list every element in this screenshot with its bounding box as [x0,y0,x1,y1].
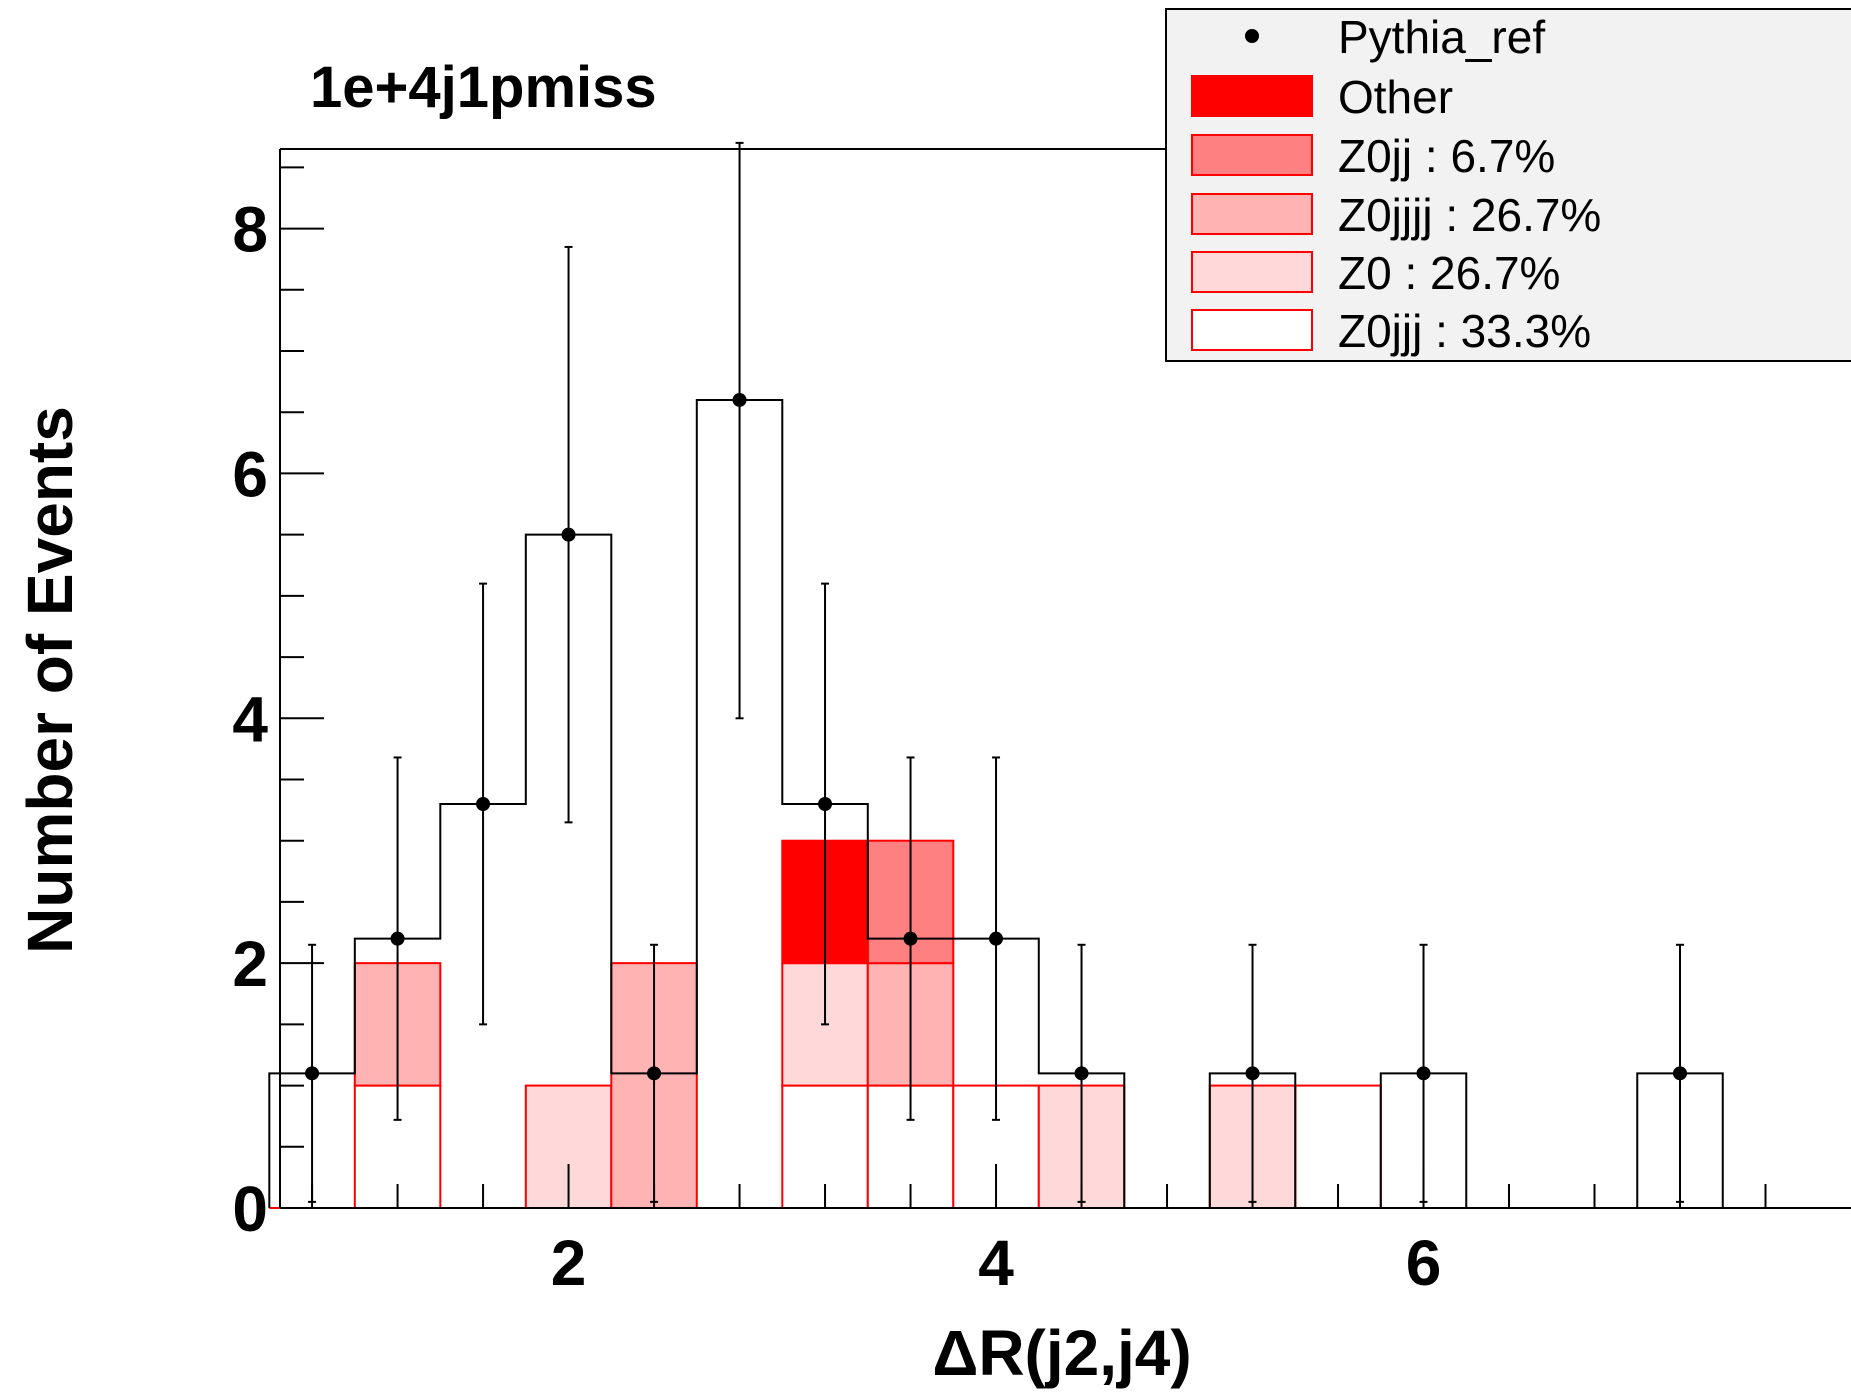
data-point-13 [1416,1066,1431,1081]
x-axis-title: ΔR(j2,j4) [932,1317,1191,1389]
legend-label-4: Z0 : 26.7% [1338,247,1560,299]
y-tick-label-2: 2 [232,928,268,1000]
data-point-0 [305,1066,320,1081]
legend-label-0: Pythia_ref [1338,11,1545,63]
legend-label-3: Z0jjjj : 26.7% [1338,189,1601,241]
legend: Pythia_ref Other Z0jj : 6.7% Z0jjjj : 26.7%… [1165,8,1851,362]
data-point-2 [476,796,491,811]
legend-swatch-4 [1191,251,1313,293]
data-point-5 [732,392,747,407]
data-point-7 [903,931,918,946]
data-point-3 [561,527,576,542]
data-point-1 [390,931,405,946]
legend-box [1165,8,1851,362]
legend-marker-0 [1245,29,1259,43]
y-tick-label-4: 4 [232,683,268,755]
y-axis-title: Number of Events [14,406,86,954]
legend-swatch-3 [1191,193,1313,235]
data-point-8 [989,931,1004,946]
data-point-16 [1673,1066,1688,1081]
data-point-6 [818,796,833,811]
y-tick-label-0: 0 [232,1173,268,1245]
x-tick-label-4: 4 [978,1227,1014,1299]
legend-label-5: Z0jjj : 33.3% [1338,305,1591,357]
chart-title: 1e+4j1pmiss [310,55,657,120]
legend-swatch-5 [1191,309,1313,351]
data-point-9 [1074,1066,1089,1081]
legend-label-1: Other [1338,71,1453,123]
legend-label-2: Z0jj : 6.7% [1338,130,1555,182]
y-tick-label-8: 8 [232,194,268,266]
legend-swatch-1 [1191,75,1313,117]
x-tick-label-2: 2 [551,1227,587,1299]
y-tick-label-6: 6 [232,438,268,510]
x-tick-label-6: 6 [1406,1227,1442,1299]
data-point-11 [1245,1066,1260,1081]
data-point-4 [647,1066,662,1081]
legend-swatch-2 [1191,134,1313,176]
